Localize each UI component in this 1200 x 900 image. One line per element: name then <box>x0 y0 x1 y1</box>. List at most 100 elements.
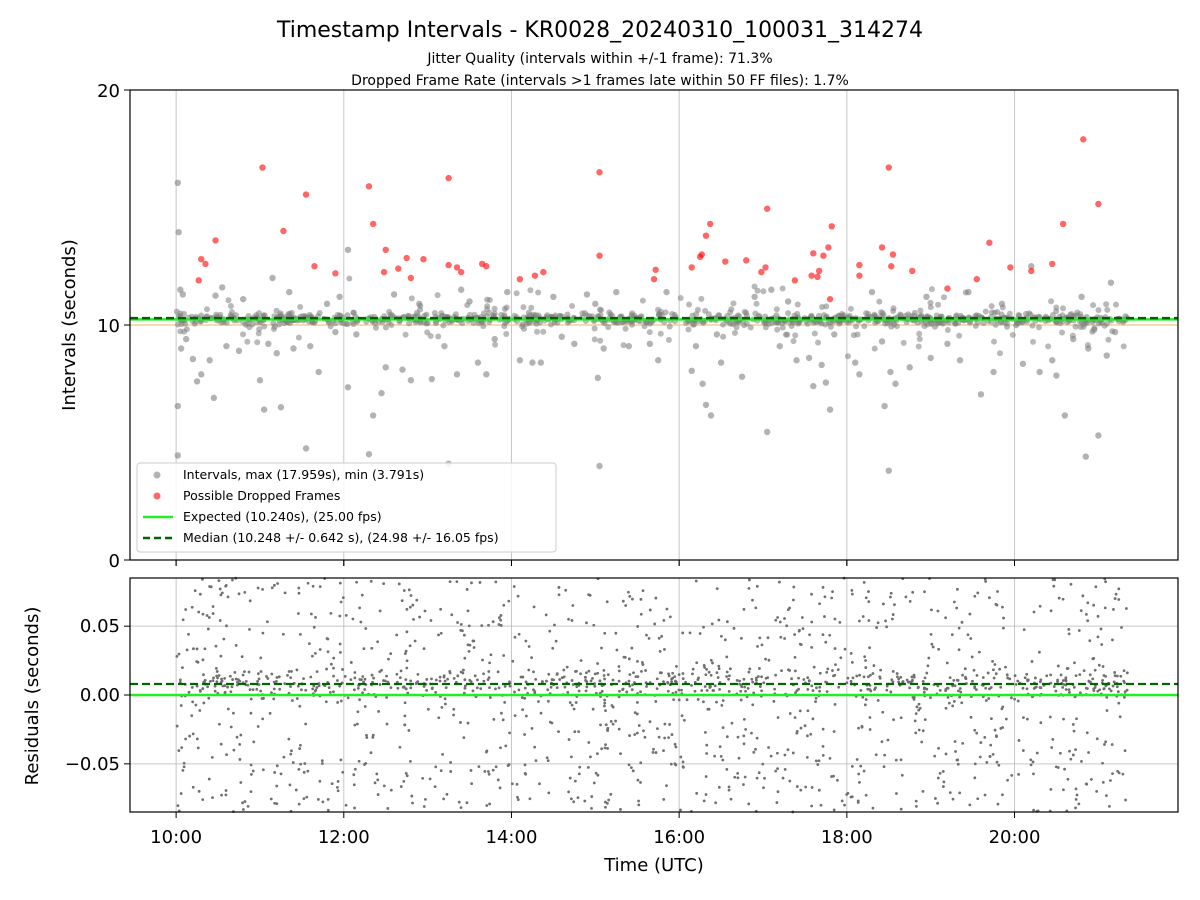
residual-point <box>717 618 721 622</box>
residual-point <box>477 765 481 769</box>
residual-point <box>1075 793 1079 797</box>
interval-point <box>440 322 447 329</box>
residual-point <box>403 714 407 718</box>
residual-point <box>682 718 686 722</box>
residual-point <box>409 594 413 597</box>
residual-point <box>1097 663 1101 667</box>
dropped-frame-point <box>856 261 863 269</box>
interval-point <box>646 320 653 327</box>
residual-point <box>871 672 875 675</box>
residual-point <box>977 650 981 654</box>
residual-point <box>1059 673 1063 677</box>
residual-point <box>259 689 263 693</box>
residual-point <box>382 784 386 788</box>
residual-point <box>1068 690 1071 694</box>
residual-point <box>839 656 843 660</box>
residual-point <box>830 596 834 600</box>
residual-point <box>995 735 998 738</box>
residual-point <box>579 672 582 676</box>
residual-point <box>596 773 600 777</box>
residual-point <box>1071 753 1075 757</box>
residual-point <box>938 771 942 775</box>
residual-point <box>184 737 188 741</box>
residual-point <box>831 590 834 594</box>
residual-point <box>441 753 444 756</box>
interval-point <box>754 287 761 294</box>
interval-point <box>343 320 350 327</box>
residual-point <box>1058 751 1062 755</box>
residual-point <box>1124 607 1128 610</box>
residual-point <box>249 763 253 767</box>
residual-point <box>399 669 403 673</box>
residual-point <box>810 645 814 649</box>
residual-point <box>467 649 471 653</box>
residual-point <box>633 733 637 736</box>
dropped-frame-point <box>688 264 695 271</box>
residual-point <box>302 677 305 681</box>
residual-point <box>694 579 698 583</box>
residual-point <box>908 686 912 690</box>
interval-point <box>665 336 672 343</box>
residual-point <box>326 797 330 801</box>
residual-point <box>190 605 194 609</box>
residual-point <box>743 775 747 779</box>
residual-point <box>256 680 259 683</box>
residual-point <box>866 687 870 691</box>
residual-point <box>472 646 476 649</box>
residual-point <box>824 680 827 684</box>
residual-point <box>489 653 493 657</box>
residual-point <box>577 772 581 776</box>
interval-point <box>1095 432 1102 439</box>
residual-point <box>668 615 672 619</box>
residual-point <box>637 724 641 727</box>
residual-point <box>462 668 465 672</box>
residual-point <box>936 609 940 613</box>
dropped-frame-rate-subtitle: Dropped Frame Rate (intervals >1 frames … <box>351 73 849 89</box>
residual-point <box>494 765 498 769</box>
residual-point <box>736 776 740 780</box>
residual-point <box>439 607 443 611</box>
residual-point <box>976 591 980 595</box>
residual-point <box>760 643 764 647</box>
residual-point <box>402 780 406 783</box>
residual-point <box>401 685 405 689</box>
residual-point <box>754 678 758 682</box>
residual-point <box>530 656 533 660</box>
interval-point <box>286 320 293 327</box>
residual-point <box>266 677 270 680</box>
residual-point <box>179 704 183 707</box>
residual-point <box>466 609 470 613</box>
residual-point <box>191 785 195 789</box>
residual-point <box>715 700 718 704</box>
residual-point <box>272 687 276 691</box>
residual-point <box>995 603 999 607</box>
residual-point <box>198 689 202 692</box>
residual-point <box>1006 778 1010 782</box>
residual-point <box>779 635 783 639</box>
residual-point <box>356 686 360 690</box>
interval-point <box>583 291 591 298</box>
interval-point <box>525 309 532 316</box>
residual-point <box>353 806 356 810</box>
interval-point <box>1019 360 1027 367</box>
dropped-frame-point <box>259 164 266 171</box>
residual-point <box>933 754 937 758</box>
residual-point <box>463 656 467 660</box>
residual-point <box>492 717 496 721</box>
residual-point <box>1005 673 1009 677</box>
residual-point <box>598 679 602 683</box>
interval-point <box>265 340 272 347</box>
residual-point <box>248 599 252 603</box>
residual-point <box>344 803 348 807</box>
residual-point <box>251 688 255 692</box>
interval-point <box>273 350 280 357</box>
residual-point <box>201 687 205 690</box>
interval-point <box>491 335 498 343</box>
residual-point <box>1038 604 1042 608</box>
residual-point <box>1101 679 1104 682</box>
interval-point <box>827 323 834 330</box>
residual-point <box>195 660 199 663</box>
residual-point <box>446 677 450 681</box>
residual-point <box>720 703 724 707</box>
residual-point <box>851 676 855 680</box>
